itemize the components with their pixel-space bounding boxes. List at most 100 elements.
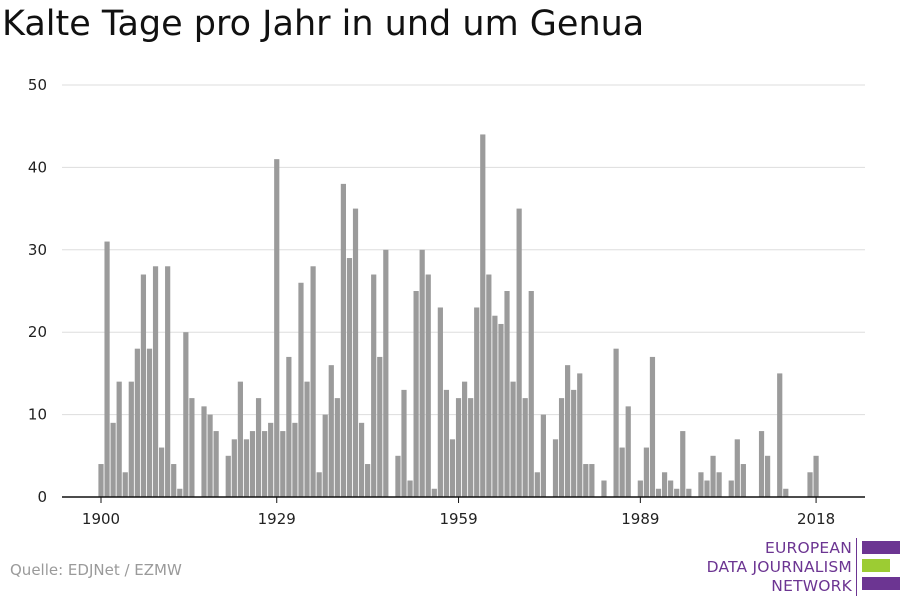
- y-tick-label: 10: [28, 406, 47, 424]
- bar-1957: [443, 389, 450, 497]
- bar-1986: [619, 447, 625, 497]
- bar-1958: [449, 439, 456, 497]
- bar-1936: [316, 472, 322, 497]
- logo-divider: [856, 538, 857, 596]
- bar-1944: [365, 464, 371, 497]
- x-tick-label: 2018: [797, 510, 835, 528]
- bar-1938: [328, 365, 334, 497]
- bar-1992: [655, 488, 662, 497]
- bar-1923: [237, 381, 243, 497]
- bar-1933: [298, 282, 304, 497]
- bar-1901: [104, 241, 110, 497]
- bar-1996: [680, 431, 686, 497]
- bar-1926: [255, 398, 262, 497]
- bar-1973: [540, 414, 546, 497]
- bar-1961: [468, 398, 474, 497]
- bar-1976: [558, 398, 565, 497]
- bar-1947: [383, 249, 389, 497]
- bar-1945: [371, 274, 377, 497]
- edjnet-logo: EUROPEAN DATA JOURNALISM NETWORK: [705, 538, 900, 596]
- chart-title: Kalte Tage pro Jahr in und um Genua: [2, 4, 645, 44]
- x-tick-label: 1989: [621, 510, 659, 528]
- y-tick-label: 20: [28, 323, 47, 341]
- bar-1929: [274, 159, 280, 497]
- bar-1940: [340, 183, 346, 497]
- bar-1908: [146, 348, 153, 497]
- bar-1934: [304, 381, 310, 497]
- bar-1962: [474, 307, 480, 497]
- bar-1985: [613, 348, 619, 497]
- y-tick-label: 0: [37, 488, 47, 506]
- bar-1983: [601, 480, 607, 497]
- bar-1953: [419, 249, 425, 497]
- bar-1909: [152, 266, 159, 497]
- bar-1981: [589, 464, 595, 497]
- bar-2006: [740, 464, 746, 497]
- bar-1990: [643, 447, 649, 497]
- bar-1989: [637, 480, 643, 497]
- bar-1951: [407, 480, 413, 497]
- bar-1987: [625, 406, 631, 497]
- bar-2012: [777, 373, 783, 497]
- y-tick-label: 50: [28, 76, 47, 94]
- bar-1925: [249, 431, 256, 497]
- bar-1911: [165, 266, 171, 497]
- bar-2018: [813, 455, 819, 497]
- bar-1914: [183, 332, 189, 497]
- bar-1924: [243, 439, 250, 497]
- bar-1964: [486, 274, 492, 497]
- bar-1952: [413, 291, 419, 497]
- source-note: Quelle: EDJNet / EZMW: [10, 561, 182, 579]
- bar-1968: [510, 381, 516, 497]
- bar-1917: [201, 406, 207, 497]
- bar-1919: [213, 431, 219, 497]
- bars: [98, 134, 819, 497]
- bar-1980: [583, 464, 589, 497]
- bar-1970: [522, 398, 528, 497]
- bar-1937: [322, 414, 328, 497]
- y-axis-tick-labels: 0 10 20 30 40 50: [28, 76, 47, 506]
- bar-1922: [231, 439, 237, 497]
- bar-1912: [171, 464, 177, 497]
- bar-1956: [437, 307, 443, 497]
- logo-bar-purple-top: [862, 541, 900, 554]
- bar-1965: [492, 315, 498, 497]
- bar-1921: [225, 455, 231, 497]
- bar-1954: [425, 274, 431, 497]
- bar-1967: [504, 291, 510, 497]
- bar-1994: [668, 480, 674, 497]
- bar-1955: [431, 488, 437, 497]
- bar-1939: [334, 398, 340, 497]
- bar-1972: [534, 472, 540, 497]
- bar-1978: [571, 389, 577, 497]
- bar-1907: [140, 274, 147, 497]
- bar-1903: [116, 381, 122, 497]
- bar-1935: [310, 266, 316, 497]
- bar-1979: [577, 373, 583, 497]
- y-tick-label: 30: [28, 241, 47, 259]
- bar-1975: [552, 439, 559, 497]
- bar-1960: [462, 381, 468, 497]
- bar-1971: [528, 291, 534, 497]
- logo-text-line-2: DATA JOURNALISM: [706, 558, 852, 576]
- bar-1966: [498, 323, 504, 497]
- bar-1950: [401, 389, 407, 497]
- bar-1969: [516, 208, 522, 497]
- bar-2002: [716, 472, 722, 497]
- x-tick-label: 1959: [439, 510, 477, 528]
- bar-1993: [661, 472, 668, 497]
- bar-1928: [268, 422, 274, 497]
- bar-1997: [686, 488, 692, 497]
- bar-1942: [352, 208, 359, 497]
- bar-1913: [177, 488, 183, 497]
- bar-2000: [704, 480, 710, 497]
- bar-1906: [134, 348, 140, 497]
- bar-1995: [674, 488, 680, 497]
- bar-1943: [358, 422, 365, 497]
- bar-2004: [728, 480, 734, 497]
- bar-1902: [110, 422, 116, 497]
- bar-1927: [262, 431, 268, 497]
- bar-2010: [765, 455, 771, 497]
- bar-1941: [346, 258, 353, 497]
